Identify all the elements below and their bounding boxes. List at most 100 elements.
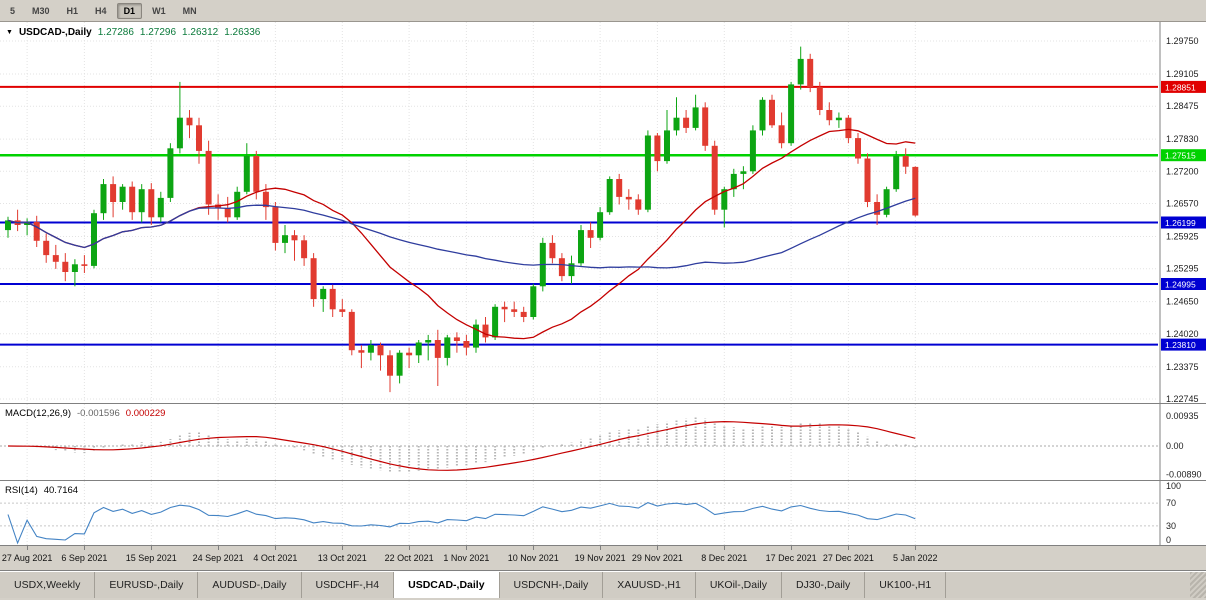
resize-grip[interactable] [1190,572,1206,598]
svg-text:100: 100 [1166,481,1181,491]
timeframe-button-m30[interactable]: M30 [32,5,50,16]
rsi-line [7,501,916,545]
timeframe-toolbar: 5 M30 H1 H4 D1 W1 MN [0,0,1206,22]
date-label: 19 Nov 2021 [574,553,626,563]
svg-text:70: 70 [1166,498,1176,508]
chart-symbol-label: USDCAD-,Daily [18,27,92,38]
chart-tab[interactable]: UK100-,H1 [865,572,947,598]
timeframe-button-d1[interactable]: D1 [116,2,143,19]
quote-close: 1.26336 [224,27,261,38]
date-tick [218,546,220,550]
date-tick [600,546,602,550]
date-tick [466,546,468,550]
quote-high: 1.27296 [139,27,177,38]
date-label: 5 Jan 2022 [893,553,938,563]
date-tick [27,546,29,550]
svg-text:1.22745: 1.22745 [1166,394,1199,403]
quote-low: 1.26312 [182,27,219,38]
macd-chart-canvas[interactable]: 0.00935 0.00 -0.00890 [0,404,1206,480]
svg-text:1.27200: 1.27200 [1166,166,1199,176]
svg-text:1.25295: 1.25295 [1166,264,1199,274]
date-label: 22 Oct 2021 [384,553,434,563]
rsi-title: RSI(14) 40.7164 [5,485,78,496]
macd-histogram [16,417,917,473]
macd-panel: 0.00935 0.00 -0.00890 MACD(12,26,9) -0.001… [0,404,1206,481]
svg-text:1.28851: 1.28851 [1165,82,1196,92]
date-tick [791,546,793,550]
svg-text:1.26199: 1.26199 [1165,218,1196,228]
date-label: 27 Dec 2021 [822,553,874,563]
svg-text:1.27830: 1.27830 [1166,134,1199,144]
chart-tab[interactable]: USDX,Weekly [0,572,96,598]
date-tick [84,546,86,550]
candlestick-series[interactable] [5,46,919,393]
date-tick [915,546,917,550]
svg-text:1.23375: 1.23375 [1166,362,1199,372]
ma-slow-line [7,197,916,269]
date-label: 15 Sep 2021 [125,553,177,563]
date-label: 8 Dec 2021 [701,553,748,563]
svg-text:1.26570: 1.26570 [1166,199,1199,209]
date-tick [848,546,850,550]
date-label: 29 Nov 2021 [631,553,683,563]
chart-tab[interactable]: EURUSD-,Daily [95,572,199,598]
timeframe-button-mn[interactable]: MN [182,5,197,16]
date-tick [724,546,726,550]
date-label: 27 Aug 2021 [1,553,53,563]
price-tags: 1.28851 1.27515 1.26199 1.24995 1.23810 [1161,80,1206,351]
chart-window: 1.29750 1.29105 1.28475 1.27830 1.27200 1.265… [0,22,1206,571]
price-grid: 1.29750 1.29105 1.28475 1.27830 1.27200 1.265… [0,22,1199,403]
quote-open: 1.27286 [97,27,134,38]
price-chart-canvas[interactable]: 1.29750 1.29105 1.28475 1.27830 1.27200 1.265… [0,22,1206,403]
svg-text:0: 0 [1166,535,1171,545]
svg-text:1.24020: 1.24020 [1166,329,1199,339]
chart-title: ▼ USDCAD-,Daily 1.27286 1.27296 1.26312 … [6,27,260,39]
svg-text:0.00: 0.00 [1166,441,1184,451]
date-tick [342,546,344,550]
svg-text:1.27515: 1.27515 [1165,151,1196,161]
timeframe-button-h1[interactable]: H1 [66,5,79,16]
macd-signal-value: 0.000229 [125,408,166,419]
svg-text:1.29750: 1.29750 [1166,36,1199,46]
chart-tab[interactable]: XAUUSD-,H1 [603,572,696,598]
chart-tabs-bar: USDX,Weekly EURUSD-,Daily AUDUSD-,Daily USD… [0,571,1206,598]
date-label: 24 Sep 2021 [192,553,244,563]
date-tick [657,546,659,550]
date-tick [275,546,277,550]
rsi-chart-canvas[interactable]: 100 70 30 0 [0,481,1206,545]
timeframe-button-w1[interactable]: W1 [152,5,166,16]
svg-text:1.28475: 1.28475 [1166,101,1199,111]
date-label: 17 Dec 2021 [765,553,817,563]
chart-tab[interactable]: AUDUSD-,Daily [198,572,302,598]
date-tick [409,546,411,550]
macd-grid [26,404,916,480]
chart-collapse-icon[interactable]: ▼ [6,29,13,36]
rsi-value: 40.7164 [43,485,79,496]
chart-tab[interactable]: USDCAD-,Daily [394,572,500,598]
svg-text:1.29105: 1.29105 [1166,69,1199,79]
timeframe-button-h4[interactable]: H4 [95,5,107,16]
svg-text:1.24995: 1.24995 [1165,280,1196,290]
svg-text:0.00935: 0.00935 [1166,411,1199,421]
date-tick [151,546,153,550]
date-axis[interactable]: 27 Aug 2021 6 Sep 2021 15 Sep 2021 24 Sep 2… [0,546,1206,571]
chart-tab[interactable]: USDCNH-,Daily [500,572,604,598]
chart-tab[interactable]: USDCHF-,H4 [302,572,395,598]
date-label: 4 Oct 2021 [253,553,298,563]
price-panel: 1.29750 1.29105 1.28475 1.27830 1.27200 1.265… [0,22,1206,404]
chart-tab[interactable]: DJ30-,Daily [782,572,866,598]
svg-text:1.24650: 1.24650 [1166,297,1199,307]
date-label: 1 Nov 2021 [443,553,490,563]
svg-text:30: 30 [1166,521,1176,531]
macd-main-value: -0.001596 [77,408,120,419]
svg-text:-0.00890: -0.00890 [1166,470,1202,480]
macd-title: MACD(12,26,9) -0.001596 0.000229 [5,408,165,419]
horizontal-level-lines[interactable] [0,85,1158,346]
timeframe-button-5[interactable]: 5 [10,5,16,16]
macd-signal-line [7,420,916,471]
date-label: 6 Sep 2021 [61,553,108,563]
chart-tab[interactable]: UKOil-,Daily [696,572,782,598]
rsi-label: RSI(14) [5,485,38,496]
date-tick [533,546,535,550]
